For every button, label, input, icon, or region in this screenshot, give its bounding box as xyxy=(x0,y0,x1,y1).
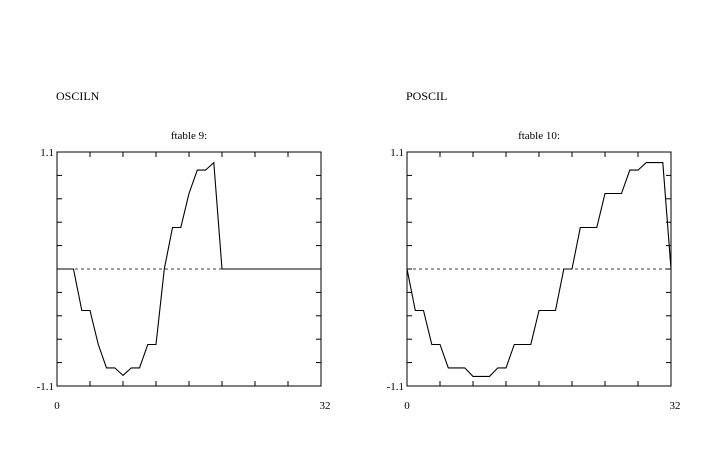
chart-title: ftable 9: xyxy=(171,130,207,142)
chart-title: ftable 10: xyxy=(518,130,560,142)
y-tick-label-max: 1.1 xyxy=(40,147,54,159)
x-tick-label-start: 0 xyxy=(404,400,410,412)
waveform-line xyxy=(57,161,321,377)
panel-heading-poscil: POSCIL xyxy=(406,89,448,103)
y-tick-label-min: -1.1 xyxy=(387,381,404,393)
x-tick-label-start: 0 xyxy=(54,400,60,412)
y-tick-label-max: 1.1 xyxy=(390,147,404,159)
waveform-line xyxy=(406,162,672,377)
x-tick-label-end: 32 xyxy=(670,400,681,412)
y-tick-label-min: -1.1 xyxy=(37,381,54,393)
x-tick-label-end: 32 xyxy=(320,400,331,412)
panel-heading-osciln: OSCILN xyxy=(56,89,100,103)
